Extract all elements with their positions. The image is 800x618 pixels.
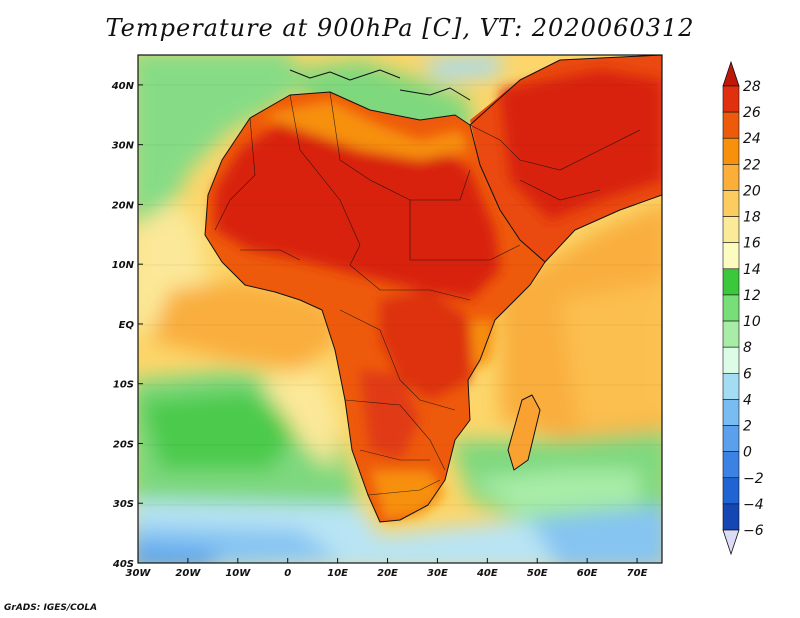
lat-tick-label: 10N [112,260,135,271]
lon-tick-label: 60E [577,568,598,579]
colorbar-swatch [722,111,740,139]
lat-tick-label: 10S [113,380,134,391]
colorbar-swatch [722,294,740,322]
lon-tick-label: 50E [527,568,548,579]
colorbar-swatch [722,503,740,531]
lat-tick-label: 20S [113,439,134,450]
colorbar-swatch [722,425,740,452]
colorbar-label: 4 [743,392,752,408]
lon-tick-label: 30W [126,568,152,579]
map-frame [137,54,663,564]
colorbar-swatch [722,164,740,191]
colorbar-label: 8 [743,340,752,356]
lon-tick-label: 70E [627,568,648,579]
colorbar-label: 28 [743,79,761,95]
axis-ticks: 30W 20W 10W 0 10E 20E 30E 40E 50E 60E 70E 40N 30N 20N… [111,81,648,579]
colorbar-label: 10 [743,314,761,330]
colorbar-label: 6 [743,366,752,382]
colorbar-label: 2 [743,419,752,435]
temperature-field [138,55,662,563]
colorbar-swatch [722,477,740,505]
colorbar-swatch [722,137,740,165]
lon-tick-label: 10E [327,568,348,579]
lat-tick-label: 40S [112,559,134,570]
colorbar-swatch [722,216,740,244]
lat-tick-label: 30S [113,499,134,510]
colorbar-swatch [722,268,740,296]
colorbar-label: −6 [743,523,764,539]
colorbar-swatch [722,346,740,374]
colorbar-swatch [722,242,740,270]
colorbar-label: 0 [743,445,752,461]
colorbar-swatch [722,451,740,479]
colorbar-label: 22 [743,157,761,173]
colorbar-label: −4 [743,497,764,513]
lat-tick-label: 40N [111,81,135,92]
colorbar-swatch [722,399,740,426]
colorbar-label: 16 [743,236,761,252]
lon-tick-label: 20E [377,568,398,579]
colorbar-label: 26 [743,105,761,121]
lat-tick-label: 30N [112,141,135,152]
colorbar-label: −2 [743,471,764,487]
colorbar-label: 24 [743,131,761,147]
colorbar-label: 20 [743,183,761,199]
lon-tick-label: 40E [476,568,498,579]
colorbar-bottom-arrow [722,529,740,556]
colorbar-swatch [722,320,740,348]
chart-title: Temperature at 900hPa [C], VT: 202006031… [105,14,695,42]
coastlines [204,55,662,523]
lon-tick-label: 0 [284,568,291,579]
colorbar-label: 12 [743,288,761,304]
lon-tick-label: 10W [225,568,251,579]
lon-tick-label: 30E [427,568,448,579]
colorbar-swatch [722,190,740,217]
lon-tick-label: 20W [175,568,201,579]
lat-tick-label: 20N [112,200,135,211]
grads-credit: GrADS: IGES/COLA [4,603,98,613]
colorbar-label: 14 [743,262,761,278]
colorbar-swatch [722,85,740,113]
lat-tick-label: EQ [119,320,135,331]
country-borders [214,91,641,496]
colorbar-label: 18 [743,210,761,226]
colorbar-top-arrow [722,60,740,87]
colorbar-swatch [722,372,740,400]
